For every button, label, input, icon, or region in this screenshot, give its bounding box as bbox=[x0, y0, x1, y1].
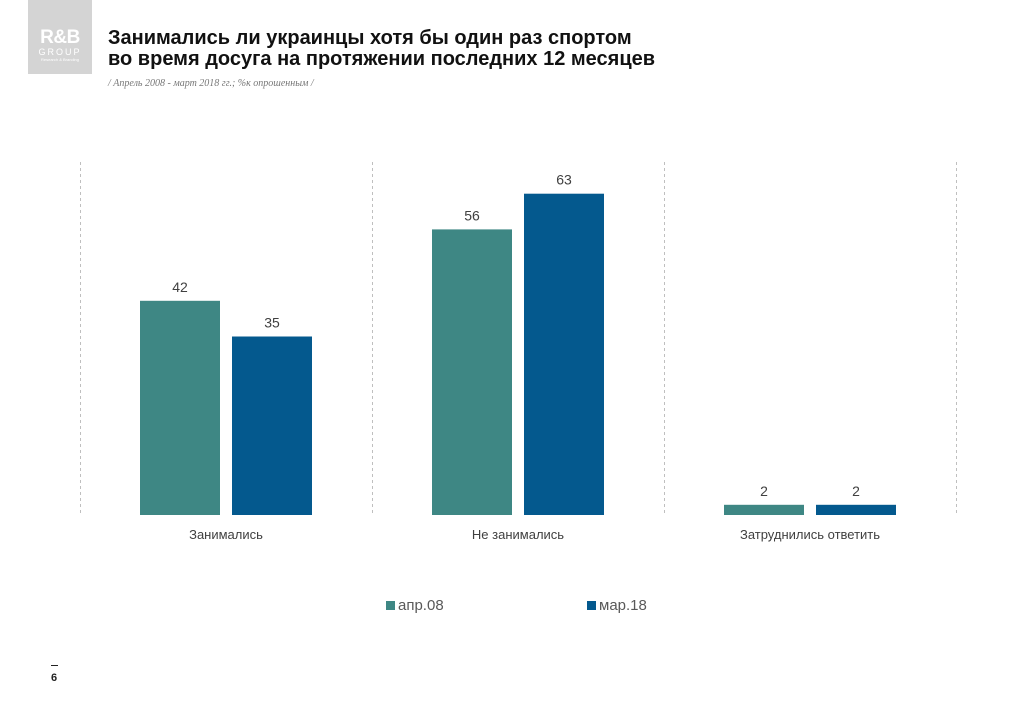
data-label: 63 bbox=[556, 172, 572, 188]
legend-item-apr08: апр.08 bbox=[386, 597, 444, 614]
bar-mar18 bbox=[524, 193, 604, 515]
legend-swatch-apr08 bbox=[386, 601, 395, 610]
legend-label-apr08: апр.08 bbox=[398, 597, 444, 614]
title-line-1: Занимались ли украинцы хотя бы один раз … bbox=[108, 27, 632, 49]
page-number: 6 bbox=[51, 672, 58, 684]
subtitle: / Апрель 2008 - март 2018 гг.; %к опроше… bbox=[108, 78, 314, 89]
page-number-rule bbox=[51, 665, 58, 666]
bar-apr08 bbox=[724, 504, 804, 515]
logo-line-1: R&B bbox=[40, 27, 80, 48]
data-label: 35 bbox=[264, 315, 280, 331]
company-logo: R&B GROUP Research & Branding bbox=[28, 0, 92, 74]
legend-label-mar18: мар.18 bbox=[599, 597, 647, 614]
legend-item-mar18: мар.18 bbox=[587, 597, 647, 614]
title-line-2: во время досуга на протяжении последних … bbox=[108, 48, 656, 70]
data-label: 2 bbox=[760, 483, 768, 499]
bar-apr08 bbox=[140, 300, 220, 515]
bar-apr08 bbox=[432, 229, 512, 515]
bar-mar18 bbox=[816, 504, 896, 515]
page-title: Занимались ли украинцы хотя бы один раз … bbox=[108, 28, 655, 70]
logo-line-3: Research & Branding bbox=[40, 57, 80, 62]
legend-swatch-mar18 bbox=[587, 601, 596, 610]
data-label: 56 bbox=[464, 207, 480, 223]
data-label: 42 bbox=[172, 279, 188, 295]
data-label: 2 bbox=[852, 483, 860, 499]
category-label: Затруднились ответить bbox=[740, 527, 880, 542]
category-label: Занимались bbox=[189, 527, 263, 542]
category-label: Не занимались bbox=[472, 527, 564, 542]
bar-mar18 bbox=[232, 336, 312, 515]
logo-line-2: GROUP bbox=[38, 47, 82, 57]
